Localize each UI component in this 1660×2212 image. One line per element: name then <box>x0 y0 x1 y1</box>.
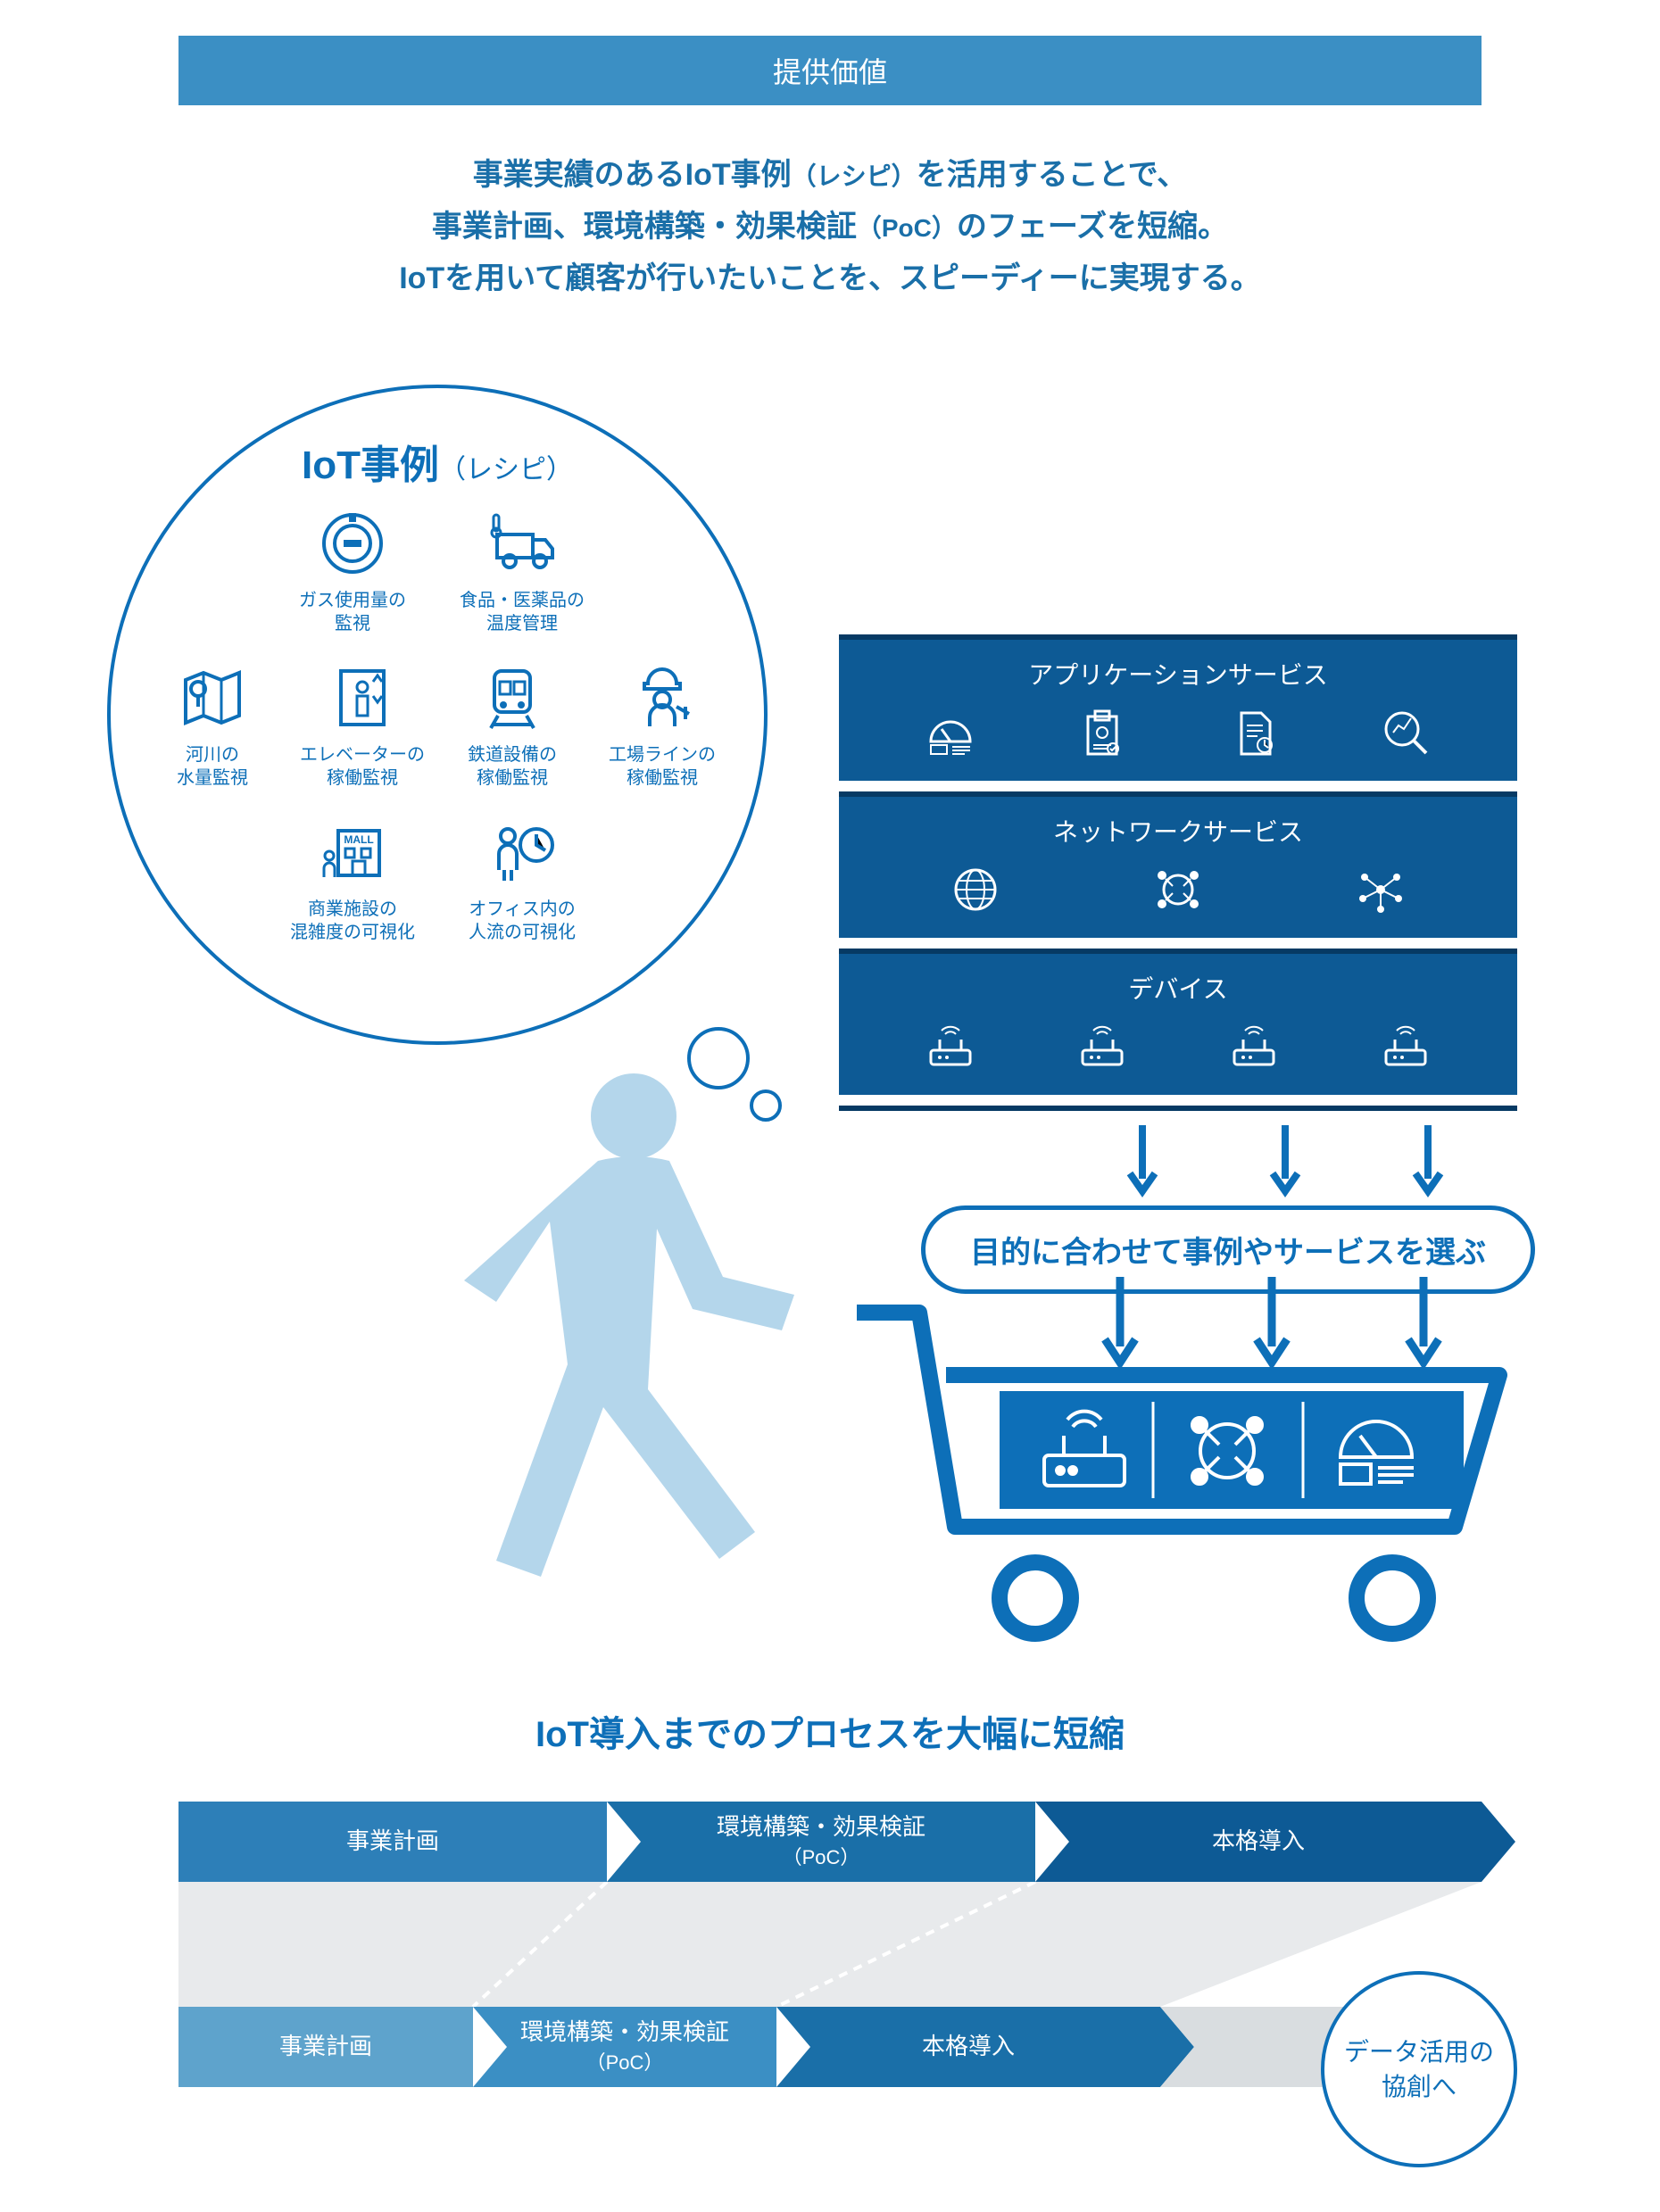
process-title: IoT導入までのプロセスを大幅に短縮 <box>178 1705 1482 1757</box>
train-icon <box>477 662 548 733</box>
service-stack: アプリケーションサービス ネットワークサービス デバイス <box>839 634 1517 1111</box>
recipe-office: オフィス内の人流の可視化 <box>455 816 589 944</box>
recipe-train: 鉄道設備の稼働監視 <box>446 662 578 790</box>
router-icon <box>1227 1020 1281 1073</box>
elevator-icon <box>327 662 398 733</box>
recipe-grid: ガス使用量の監視 食品・医薬品の温度管理 河川の水量監視 エレベーターの稼働監視 <box>111 508 764 944</box>
search-chart-icon <box>1379 706 1432 759</box>
flow-after: 事業計画 環境構築・効果検証（PoC） 本格導入 <box>178 2007 1160 2087</box>
document-icon <box>1227 706 1281 759</box>
bubble-title: IoT事例（レシピ） <box>111 388 764 490</box>
main-diagram: IoT事例（レシピ） ガス使用量の監視 食品・医薬品の温度管理 <box>178 385 1482 1634</box>
globe-icon <box>949 863 1002 916</box>
office-icon <box>486 816 558 888</box>
recipe-gas: ガス使用量の監視 <box>286 508 419 635</box>
globe-net-icon <box>1151 863 1205 916</box>
circle-goal: データ活用の協創へ <box>1321 1971 1517 2167</box>
flow1-step2: 環境構築・効果検証（PoC） <box>607 1802 1035 1882</box>
dashboard-icon <box>924 706 977 759</box>
flow2-step3: 本格導入 <box>776 2007 1160 2087</box>
cart-icon <box>839 1295 1535 1652</box>
clipboard-icon <box>1075 706 1129 759</box>
router-icon <box>924 1020 977 1073</box>
shrink-shape <box>178 1882 1482 2007</box>
recipe-mall: MALL 商業施設の混雑度の可視化 <box>286 816 419 944</box>
router-icon <box>1075 1020 1129 1073</box>
down-arrows <box>1125 1125 1446 1205</box>
flow2-step1: 事業計画 <box>178 2007 473 2087</box>
worker-icon <box>627 662 698 733</box>
truck-icon <box>486 508 558 579</box>
recipe-river: 河川の水量監視 <box>146 662 278 790</box>
mesh-icon <box>1354 863 1407 916</box>
stack-app: アプリケーションサービス <box>839 634 1517 781</box>
mall-icon: MALL <box>317 816 388 888</box>
recipe-elevator: エレベーターの稼働監視 <box>296 662 428 790</box>
flow1-step1: 事業計画 <box>178 1802 607 1882</box>
intro-text: 事業実績のあるIoT事例（レシピ）を活用することで、 事業計画、環境構築・効果検… <box>178 150 1482 304</box>
banner-title: 提供価値 <box>178 36 1482 105</box>
svg-text:MALL: MALL <box>344 833 373 846</box>
meter-icon <box>317 508 388 579</box>
flow-before: 事業計画 環境構築・効果検証（PoC） 本格導入 <box>178 1802 1482 1882</box>
map-icon <box>177 662 248 733</box>
router-icon <box>1379 1020 1432 1073</box>
person-icon <box>428 1063 892 1616</box>
flow2-step2: 環境構築・効果検証（PoC） <box>473 2007 776 2087</box>
flow1-step3: 本格導入 <box>1035 1802 1482 1882</box>
stack-device: デバイス <box>839 949 1517 1095</box>
thought-bubble: IoT事例（レシピ） ガス使用量の監視 食品・医薬品の温度管理 <box>107 385 768 1045</box>
stack-network: ネットワークサービス <box>839 791 1517 938</box>
recipe-factory: 工場ラインの稼働監視 <box>596 662 728 790</box>
recipe-temp: 食品・医薬品の温度管理 <box>455 508 589 635</box>
process-diagram: 事業計画 環境構築・効果検証（PoC） 本格導入 .flow1 .chev:nt… <box>178 1802 1482 2141</box>
